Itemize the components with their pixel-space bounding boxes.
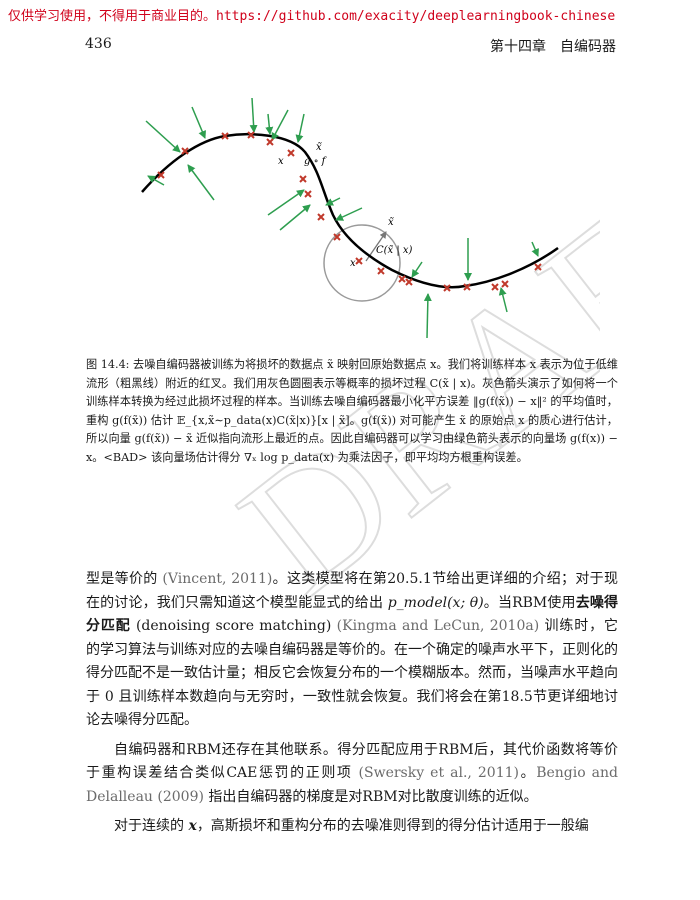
figure-manifold: x̃ x g ∘ f x̃ C(x̃ | x) x: [141, 97, 559, 339]
green-arrow: [325, 197, 341, 206]
watermark-banner: 仅供学习使用，不得用于商业目的。https://github.com/exaci…: [8, 5, 692, 24]
red-cross: [463, 283, 471, 291]
text-run: 对于连续的: [114, 818, 184, 834]
green-arrow: [531, 241, 539, 257]
citation-link[interactable]: (Vincent, 2011): [162, 571, 273, 587]
caption-text: 图 14.4: 去噪自编码器被训练为将损坏的数据点 x̃ 映射回原始数据点 x。…: [86, 358, 618, 464]
text-run: 。当RBM使用: [483, 594, 576, 611]
red-cross: [398, 275, 406, 283]
red-cross: [317, 213, 325, 221]
green-arrow: [267, 189, 305, 216]
page-number: 436: [85, 36, 112, 52]
paragraph-2: 自编码器和RBM还存在其他联系。得分匹配应用于RBM后，其代价函数将等价于重构误…: [86, 739, 618, 810]
red-cross: [181, 147, 189, 155]
label-corruption: C(x̃ | x): [376, 245, 413, 256]
banner-url[interactable]: https://github.com/exacity/deeplearningb…: [216, 9, 616, 24]
green-arrow: [498, 287, 508, 313]
red-cross: [221, 132, 229, 140]
text-run: 型是等价的: [86, 571, 158, 587]
red-cross: [355, 257, 363, 265]
green-arrow: [191, 106, 206, 139]
green-arrow: [147, 175, 165, 186]
label-g-of-f: g ∘ f: [304, 156, 328, 167]
red-cross: [299, 175, 307, 183]
text-run: (denoising score matching): [135, 618, 332, 634]
red-cross: [534, 263, 542, 271]
text-run: 。: [519, 765, 537, 781]
citation-link[interactable]: (Kingma and LeCun, 2010a): [336, 618, 540, 634]
red-cross: [247, 131, 255, 139]
red-cross: [377, 267, 385, 275]
text-run: ，高斯损坏和重构分布的去噪准则得到的得分估计适用于一般编: [196, 818, 589, 834]
label-x-tilde-top: x̃: [316, 142, 322, 153]
red-cross: [491, 283, 499, 291]
green-arrow: [145, 120, 181, 153]
red-cross: [157, 171, 165, 179]
green-arrow: [423, 293, 432, 339]
green-arrow: [295, 113, 305, 143]
red-cross: [266, 138, 274, 146]
red-cross: [333, 233, 341, 241]
banner-notice: 仅供学习使用，不得用于商业目的。: [8, 9, 217, 24]
red-cross: [405, 278, 413, 286]
math-expression: p_model(x; θ): [387, 594, 484, 611]
body-text: 型是等价的 (Vincent, 2011)。这类模型将在第20.5.1节给出更详…: [86, 568, 618, 845]
label-x-mid: x: [350, 258, 356, 269]
green-arrow: [249, 97, 258, 133]
corruption-circle: [323, 224, 401, 302]
red-cross: [443, 284, 451, 292]
chapter-title: 第十四章 自编码器: [490, 39, 616, 55]
green-arrow: [187, 164, 215, 201]
vector-field-arrows: [145, 97, 539, 339]
red-cross: [304, 190, 312, 198]
label-x-tilde-mid: x̃: [388, 217, 394, 228]
text-run: 自编码器和RBM还存在其他联系。得分匹配应用于RBM后，其代价函数将等价于重构误…: [86, 741, 618, 782]
green-arrow: [411, 261, 423, 278]
green-arrow: [279, 204, 311, 231]
citation-link[interactable]: Bengio and Delalleau (2009): [86, 765, 619, 805]
citation-link[interactable]: (Swersky et al., 2011): [358, 765, 519, 781]
paragraph-1: 型是等价的 (Vincent, 2011)。这类模型将在第20.5.1节给出更详…: [86, 568, 618, 733]
training-points: [157, 131, 542, 292]
green-arrow: [335, 207, 363, 221]
text-run: 训练时，它的学习算法与训练对应的去噪自编码器是等价的。在一个确定的噪声水平下，正…: [86, 618, 619, 728]
text-run: 。这类模型将在第20.5.1节给出更详细的介绍；对于现在的讨论，我们只需知道这个…: [86, 571, 618, 611]
label-x-top: x: [278, 156, 284, 167]
green-arrow: [265, 113, 274, 135]
red-cross: [501, 280, 509, 288]
math-expression: x: [188, 818, 197, 834]
text-run: 指出自编码器的梯度是对RBM对比散度训练的近似。: [208, 788, 538, 805]
red-cross: [287, 149, 295, 157]
green-arrow: [271, 109, 289, 141]
figure-caption: 图 14.4: 去噪自编码器被训练为将损坏的数据点 x̃ 映射回原始数据点 x。…: [86, 356, 618, 468]
paragraph-3: 对于连续的 x，高斯损坏和重构分布的去噪准则得到的得分估计适用于一般编: [86, 815, 618, 839]
term-bold: 去噪得分匹配: [86, 594, 618, 635]
